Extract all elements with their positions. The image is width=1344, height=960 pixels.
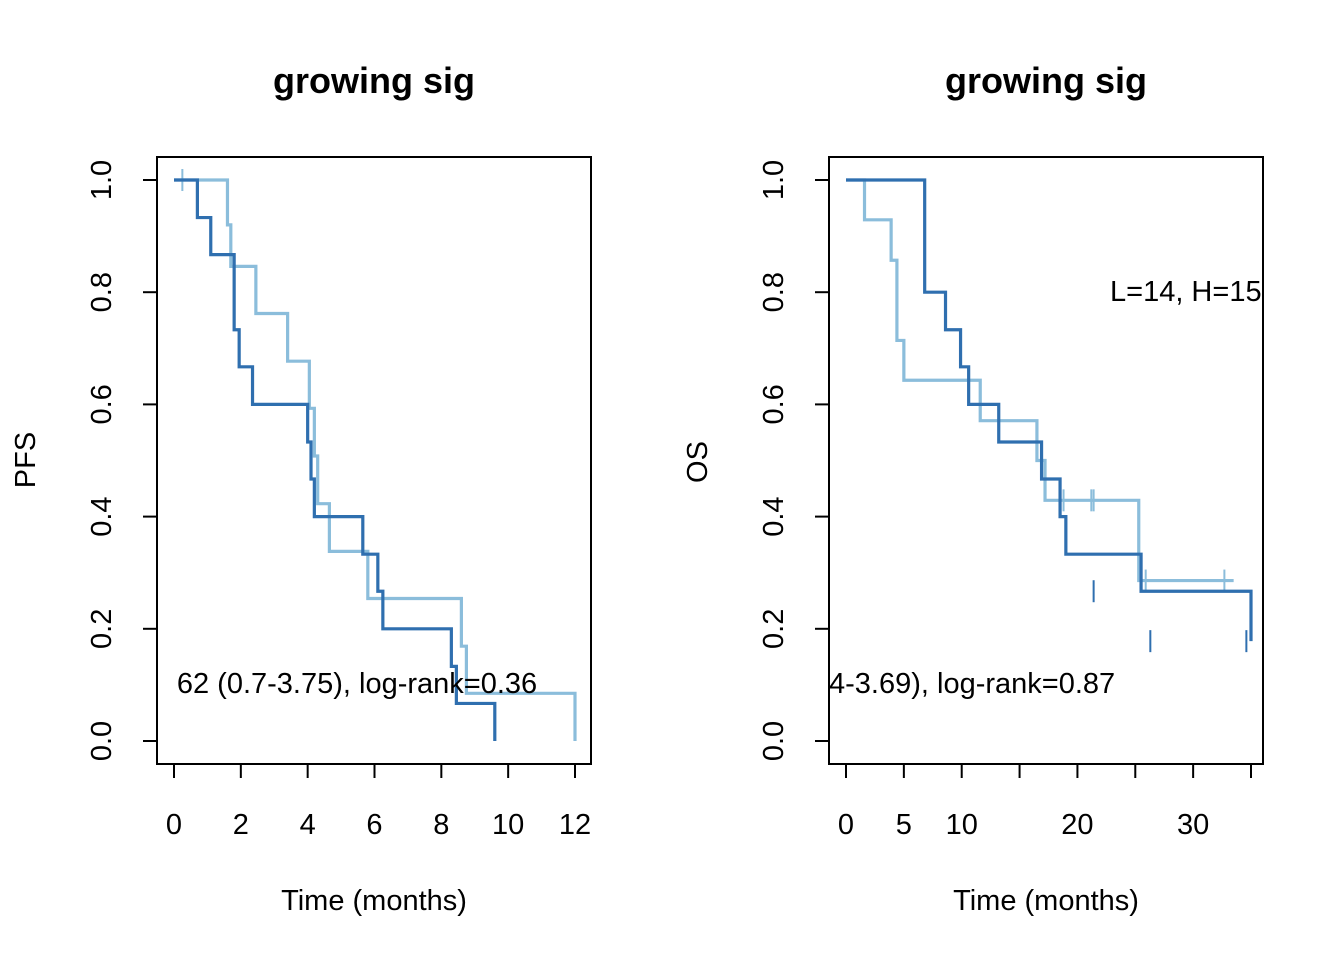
os-axes: 0 5 10 20 30 0.0 0.2 0.4 0.6 0.8 1.0 [758, 160, 1252, 841]
pfs-x-tick-label: 6 [366, 809, 382, 841]
os-y-tick-label: 1.0 [758, 160, 790, 200]
pfs-x-tick-label: 2 [233, 809, 249, 841]
pfs-y-tick-label: 1.0 [86, 160, 118, 200]
os-curves [846, 178, 1253, 653]
pfs-y-tick-label: 0.6 [86, 384, 118, 424]
os-y-tick-label: 0.6 [758, 384, 790, 424]
os-y-tick-label: 0.8 [758, 272, 790, 312]
pfs-y-tick-label: 0.4 [86, 496, 118, 536]
os-x-tick-label: 5 [896, 809, 912, 841]
os-annotations-clip: L=14, H=15 4-3.69), log-rank=0.87 [829, 276, 1262, 700]
os-y-tick-label: 0.0 [758, 721, 790, 761]
os-y-tick-label: 0.4 [758, 496, 790, 536]
pfs-survival-curve-light [174, 178, 577, 741]
os-x-tick-label: 0 [838, 809, 854, 841]
pfs-axes: 0 2 4 6 8 10 12 0.0 0.2 0.4 0.6 0.8 1.0 [86, 160, 591, 841]
pfs-x-tick-label: 10 [492, 809, 524, 841]
pfs-y-tick-label: 0.8 [86, 272, 118, 312]
pfs-panel: growing sig Time (months) PFS 0 2 4 6 8 10 120… [10, 60, 592, 917]
pfs-x-tick-label: 4 [300, 809, 316, 841]
pfs-y-tick-label: 0.2 [86, 609, 118, 649]
pfs-curves [174, 169, 577, 741]
os-survival-curve-dark [846, 178, 1253, 642]
os-x-tick-label: 10 [946, 809, 978, 841]
os-panel: growing sig Time (months) OS 0 5 10 20 30 0.0… [682, 60, 1264, 917]
os-title: growing sig [945, 60, 1147, 101]
os-x-tick-label: 30 [1177, 809, 1209, 841]
pfs-x-tick-label: 12 [559, 809, 591, 841]
pfs-hazard-annotation: 62 (0.7-3.75), log-rank=0.36 [177, 668, 537, 700]
os-x-axis-label: Time (months) [953, 885, 1139, 917]
pfs-x-tick-label: 0 [166, 809, 182, 841]
os-group-size-annotation: L=14, H=15 [1110, 276, 1262, 308]
pfs-survival-curve-dark [174, 178, 497, 741]
pfs-x-tick-label: 8 [433, 809, 449, 841]
pfs-y-axis-label: PFS [10, 432, 42, 488]
pfs-x-axis-label: Time (months) [281, 885, 467, 917]
os-survival-curve-light [846, 178, 1234, 583]
os-y-tick-label: 0.2 [758, 609, 790, 649]
pfs-title: growing sig [273, 60, 475, 101]
os-hazard-annotation: 4-3.69), log-rank=0.87 [829, 668, 1115, 700]
pfs-y-tick-label: 0.0 [86, 721, 118, 761]
os-x-tick-label: 20 [1061, 809, 1093, 841]
os-y-axis-label: OS [682, 441, 714, 483]
